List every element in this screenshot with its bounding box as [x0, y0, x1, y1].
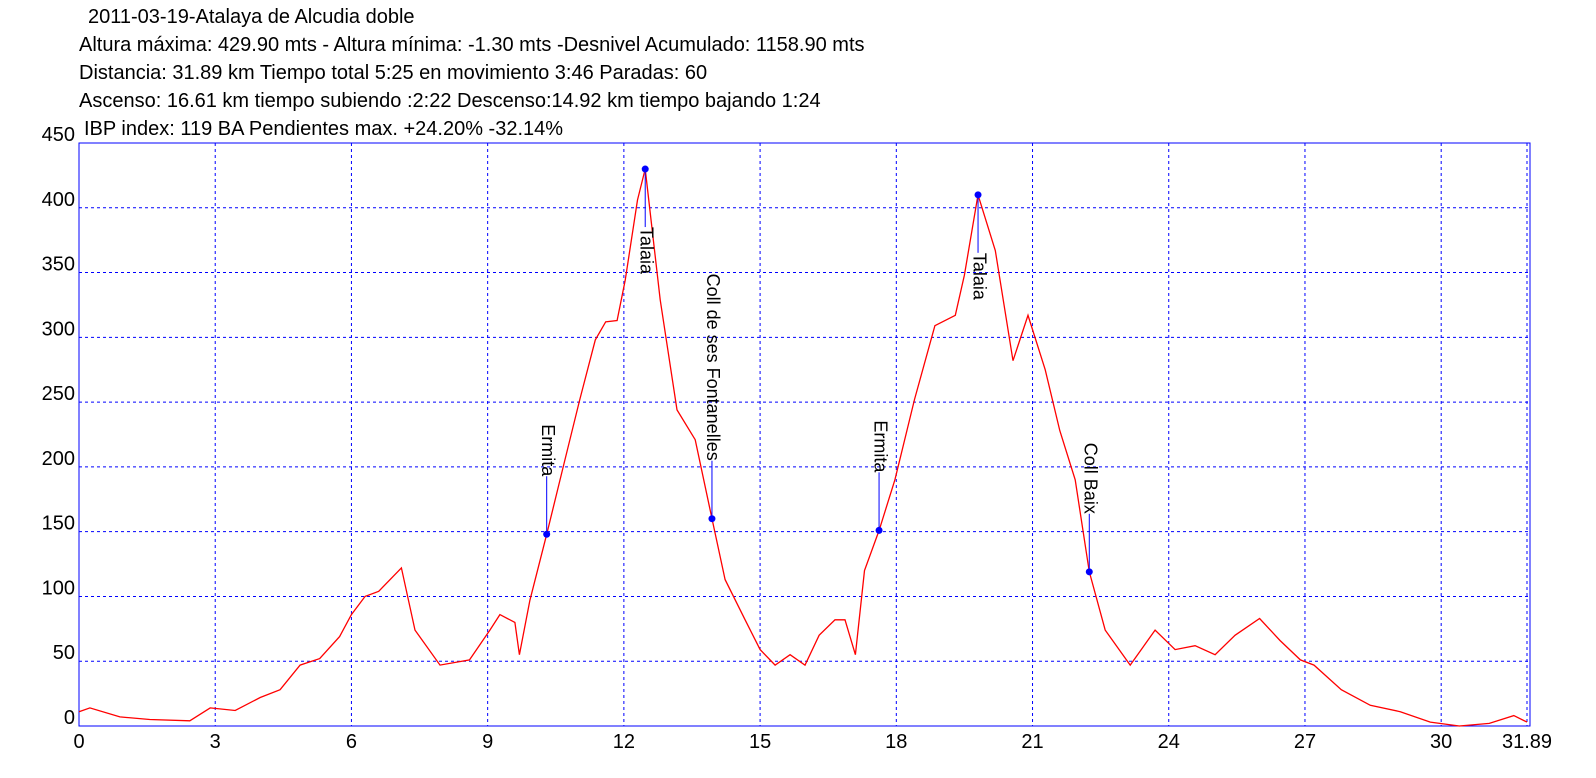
annotation-label: Talaia — [969, 253, 989, 301]
annotation-point — [1085, 568, 1093, 576]
y-tick-label: 100 — [42, 577, 75, 599]
x-tick-label: 15 — [749, 731, 771, 753]
annotation-label: Ermita — [538, 424, 558, 477]
y-tick-label: 0 — [64, 707, 75, 729]
subtitle-line: Ascenso: 16.61 km tiempo subiendo :2:22 … — [79, 90, 821, 112]
annotation-label: Talaia — [636, 227, 656, 275]
y-tick-label: 200 — [42, 448, 75, 470]
annotation-point — [543, 530, 551, 538]
annotation-point — [708, 515, 716, 523]
y-tick-label: 150 — [42, 513, 75, 535]
subtitle-line: IBP index: 119 BA Pendientes max. +24.20… — [84, 118, 563, 140]
y-tick-label: 50 — [53, 642, 75, 664]
x-tick-label: 3 — [210, 731, 221, 753]
x-tick-label: 27 — [1294, 731, 1316, 753]
y-tick-label: 400 — [42, 189, 75, 211]
x-tick-label: 30 — [1430, 731, 1452, 753]
annotation-label: Coll Baix — [1081, 443, 1101, 514]
x-tick-label: 9 — [482, 731, 493, 753]
annotation-label: Coll de ses Fontanelles — [703, 274, 723, 461]
x-tick-label: 31.89 — [1502, 731, 1552, 753]
x-tick-label: 6 — [346, 731, 357, 753]
y-tick-label: 350 — [42, 254, 75, 276]
x-tick-label: 21 — [1021, 731, 1043, 753]
elevation-line — [78, 168, 1528, 727]
y-tick-label: 450 — [42, 124, 75, 146]
x-tick-label: 18 — [885, 731, 907, 753]
plot-frame — [78, 142, 1531, 727]
subtitle-line: Distancia: 31.89 km Tiempo total 5:25 en… — [79, 62, 707, 84]
annotation-point — [974, 191, 982, 199]
chart-title: 2011-03-19-Atalaya de Alcudia doble — [88, 6, 415, 28]
annotation-point — [875, 526, 883, 534]
annotation-point — [641, 165, 649, 173]
y-tick-label: 250 — [42, 383, 75, 405]
y-tick-label: 300 — [42, 318, 75, 340]
annotation-label: Ermita — [870, 420, 890, 473]
x-tick-label: 12 — [613, 731, 635, 753]
x-tick-label: 24 — [1158, 731, 1180, 753]
x-tick-label: 0 — [73, 731, 84, 753]
subtitle-line: Altura máxima: 429.90 mts - Altura mínim… — [79, 34, 865, 56]
